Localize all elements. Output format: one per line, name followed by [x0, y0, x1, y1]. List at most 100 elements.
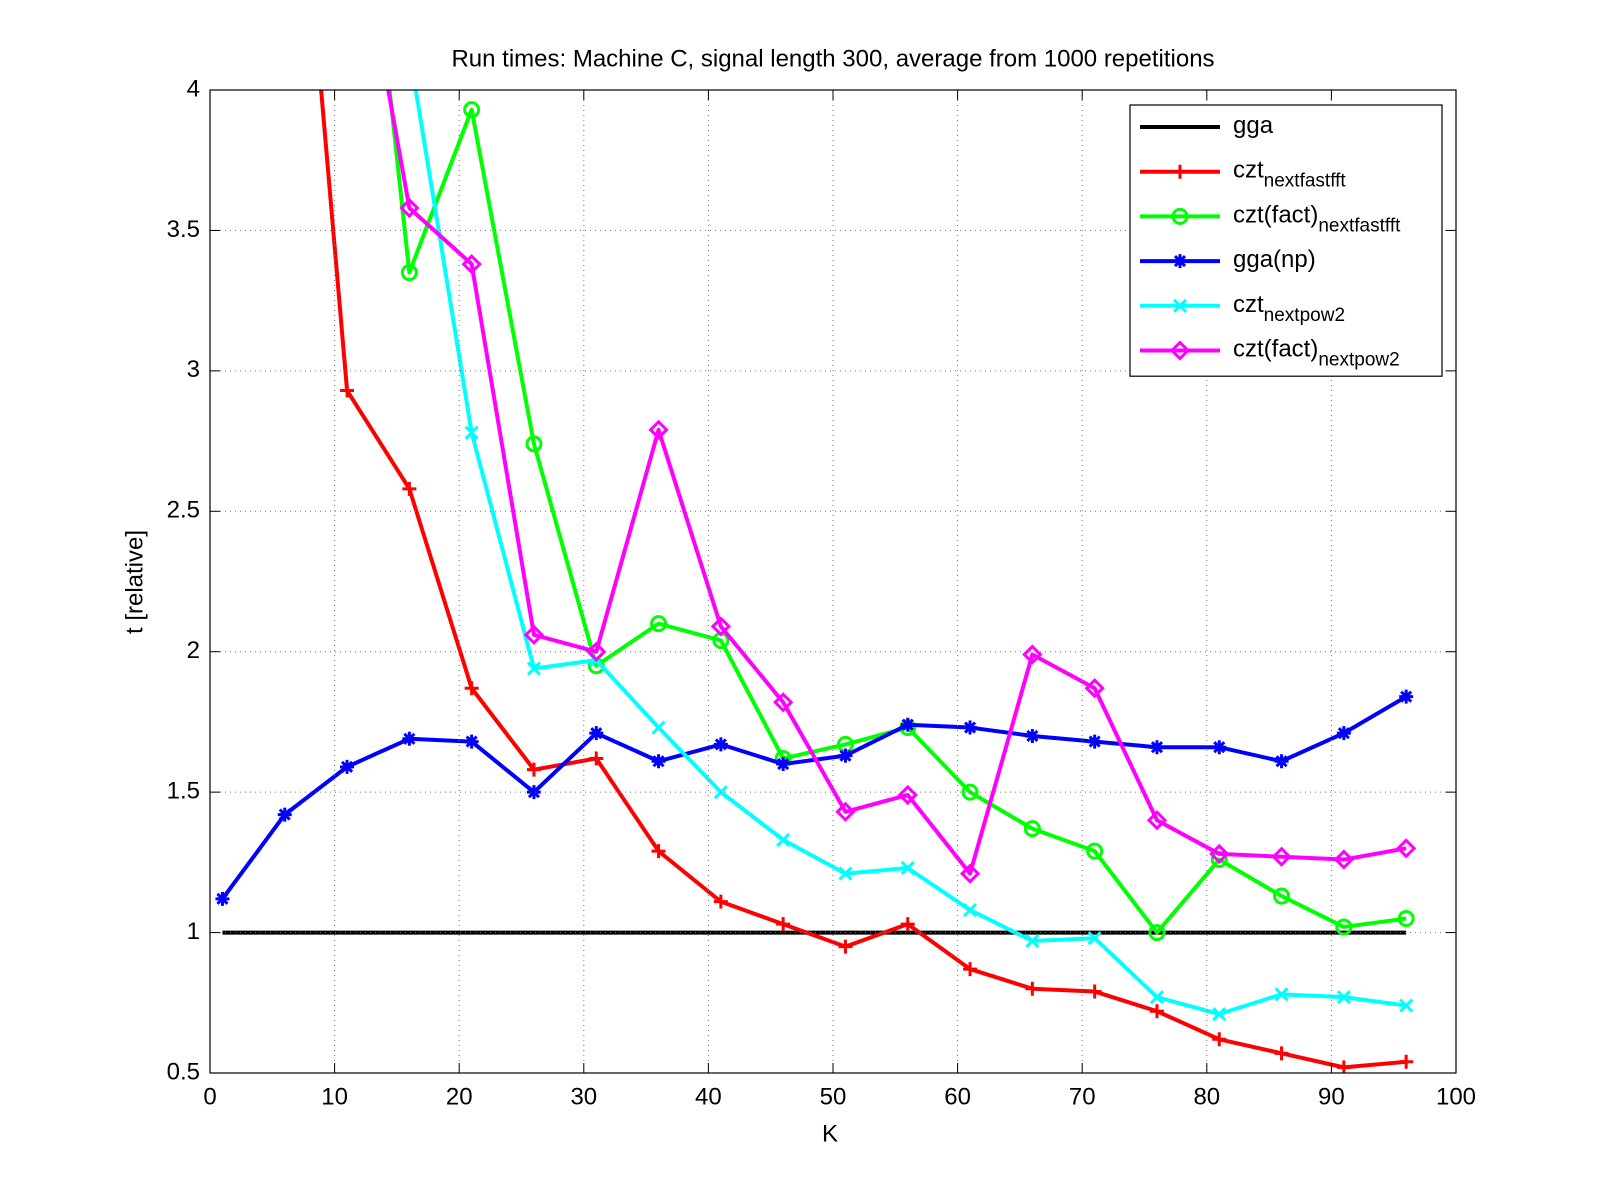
marker — [1274, 754, 1289, 769]
legend-marker — [1169, 340, 1191, 361]
plot-area — [215, 90, 1417, 1073]
marker — [1274, 1046, 1289, 1061]
legend-subscript: nextfastfft — [1318, 215, 1401, 236]
legend-subscript: nextfastfft — [1264, 171, 1347, 192]
x-tick-label: 80 — [1193, 1083, 1220, 1110]
marker — [835, 801, 856, 822]
marker — [340, 383, 355, 398]
marker — [776, 832, 791, 847]
marker — [1149, 1004, 1164, 1019]
x-tick-label: 50 — [820, 1083, 847, 1110]
marker — [838, 939, 853, 954]
x-tick-label: 100 — [1436, 1083, 1476, 1110]
marker — [526, 762, 541, 777]
x-tick-label: 10 — [321, 1083, 348, 1110]
marker — [963, 962, 978, 977]
plot-frame — [209, 89, 1457, 1074]
marker — [586, 641, 607, 662]
marker — [215, 891, 230, 906]
marker — [776, 757, 791, 772]
marker — [961, 783, 979, 801]
marker — [1399, 1054, 1414, 1069]
marker — [1271, 846, 1292, 867]
marker — [461, 254, 482, 275]
marker — [1212, 1032, 1227, 1047]
marker — [340, 759, 355, 774]
marker — [1086, 842, 1104, 860]
marker — [900, 917, 915, 932]
marker — [402, 731, 417, 746]
marker — [650, 615, 668, 633]
y-tick-label: 0.5 — [167, 1058, 200, 1085]
marker — [1336, 1060, 1351, 1073]
marker — [402, 481, 417, 496]
marker — [651, 844, 666, 859]
y-tick-label: 1 — [187, 918, 200, 945]
y-tick-label: 3.5 — [167, 216, 200, 243]
marker — [1273, 887, 1291, 905]
marker — [773, 692, 794, 713]
y-tick-label: 3 — [187, 356, 200, 383]
y-tick-label: 2.5 — [167, 497, 200, 524]
marker — [463, 101, 481, 119]
legend-marker — [1171, 207, 1189, 225]
x-axis-label: K — [822, 1120, 838, 1147]
marker — [1149, 990, 1165, 1005]
marker — [713, 737, 728, 752]
marker — [1087, 931, 1102, 946]
marker — [400, 264, 418, 282]
legend-name: czt — [1233, 291, 1264, 318]
marker — [1335, 918, 1353, 936]
marker — [776, 917, 791, 932]
chart-title: Run times: Machine C, signal length 300,… — [451, 45, 1214, 72]
legend-name: gga — [1233, 112, 1274, 139]
marker — [1148, 924, 1166, 942]
marker — [399, 197, 420, 219]
marker — [1025, 728, 1040, 743]
legend-marker — [1172, 298, 1188, 313]
y-tick-label: 4 — [187, 75, 200, 102]
marker — [589, 751, 604, 766]
marker — [959, 863, 981, 884]
y-axis-label: t [relative] — [121, 530, 148, 634]
marker — [1087, 984, 1102, 999]
marker — [838, 748, 853, 763]
marker — [1084, 678, 1105, 699]
x-tick-label: 60 — [944, 1083, 971, 1110]
marker — [525, 435, 543, 453]
series-line — [387, 90, 1407, 935]
legend-name: czt — [1233, 157, 1264, 184]
legend-label: gga(np) — [1233, 246, 1316, 273]
marker — [713, 894, 728, 909]
marker — [1087, 734, 1102, 749]
legend-marker — [1173, 164, 1187, 179]
marker — [526, 661, 542, 676]
marker — [963, 720, 978, 735]
x-tick-label: 90 — [1318, 1083, 1345, 1110]
marker — [900, 860, 915, 876]
marker — [1399, 998, 1414, 1013]
marker — [1212, 1006, 1227, 1022]
marker — [1274, 987, 1289, 1002]
legend-label: czt(fact)nextpow2 — [1233, 336, 1400, 371]
x-tick-label: 40 — [695, 1083, 722, 1110]
legend-subscript: nextpow2 — [1264, 305, 1345, 326]
y-tick-label: 1.5 — [167, 777, 200, 804]
legend-label: cztnextpow2 — [1233, 291, 1345, 326]
marker — [1399, 689, 1414, 704]
x-tick-label: 20 — [446, 1083, 473, 1110]
legend-marker — [1173, 254, 1187, 269]
marker — [589, 726, 604, 741]
marker — [464, 734, 479, 749]
marker — [277, 807, 292, 822]
marker — [838, 866, 853, 881]
marker — [1025, 981, 1040, 996]
marker — [897, 784, 918, 806]
marker — [710, 616, 731, 637]
marker — [523, 624, 545, 645]
marker — [651, 720, 666, 735]
x-tick-label: 30 — [570, 1083, 597, 1110]
legend-label: czt(fact)nextfastfft — [1233, 202, 1401, 237]
marker — [1396, 838, 1417, 859]
legend-name: czt(fact) — [1233, 336, 1318, 363]
